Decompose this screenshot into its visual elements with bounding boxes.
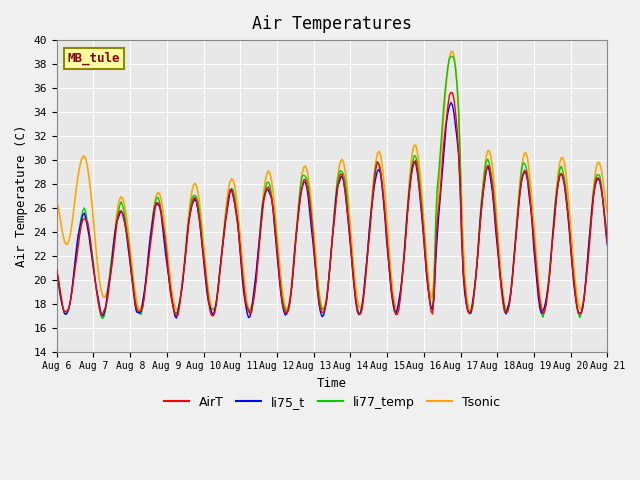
li75_t xyxy=(120,216,128,222)
li77_temp xyxy=(53,268,61,274)
li75_t xyxy=(237,258,244,264)
li75_t xyxy=(219,244,227,250)
li77_temp xyxy=(449,53,456,59)
Line: li75_t: li75_t xyxy=(57,103,607,318)
Legend: AirT, li75_t, li77_temp, Tsonic: AirT, li75_t, li77_temp, Tsonic xyxy=(159,391,506,414)
AirT xyxy=(576,312,584,317)
li77_temp xyxy=(237,254,244,260)
li77_temp xyxy=(246,308,254,314)
Tsonic xyxy=(604,210,611,216)
AirT xyxy=(120,218,128,224)
AirT xyxy=(604,240,611,246)
Tsonic xyxy=(295,195,303,201)
li75_t xyxy=(576,311,584,316)
li77_temp xyxy=(295,199,303,204)
Tsonic xyxy=(120,201,128,206)
Tsonic xyxy=(449,48,456,54)
Tsonic xyxy=(217,260,225,265)
X-axis label: Time: Time xyxy=(317,377,347,390)
Tsonic xyxy=(576,306,584,312)
li75_t xyxy=(173,315,180,321)
li77_temp xyxy=(576,315,584,321)
AirT xyxy=(295,207,303,213)
Y-axis label: Air Temperature (C): Air Temperature (C) xyxy=(15,125,28,267)
Tsonic xyxy=(244,306,252,312)
li75_t xyxy=(53,268,61,274)
li75_t xyxy=(246,314,254,320)
Tsonic xyxy=(236,223,243,228)
li77_temp xyxy=(604,233,611,239)
Title: Air Temperatures: Air Temperatures xyxy=(252,15,412,33)
Line: AirT: AirT xyxy=(57,92,607,316)
li75_t xyxy=(447,100,455,106)
Line: li77_temp: li77_temp xyxy=(57,56,607,318)
li77_temp xyxy=(122,221,130,227)
AirT xyxy=(246,312,254,317)
li75_t xyxy=(604,242,611,248)
li77_temp xyxy=(219,244,227,250)
AirT xyxy=(219,246,227,252)
Text: MB_tule: MB_tule xyxy=(68,52,120,65)
AirT xyxy=(53,267,61,273)
Tsonic xyxy=(246,308,254,314)
li75_t xyxy=(295,203,303,209)
li77_temp xyxy=(99,315,107,321)
AirT xyxy=(237,254,244,260)
AirT xyxy=(447,89,455,95)
Tsonic xyxy=(53,199,61,204)
AirT xyxy=(173,313,180,319)
Line: Tsonic: Tsonic xyxy=(57,51,607,311)
